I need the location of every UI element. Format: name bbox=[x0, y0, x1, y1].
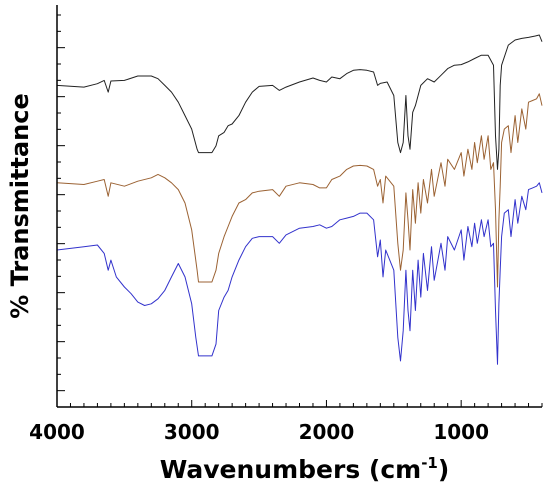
x-axis-label: Wavenumbers (cm-1) bbox=[160, 454, 450, 484]
spectrum-series-line-3 bbox=[56, 182, 543, 365]
spectrum-series-line-1 bbox=[56, 34, 543, 170]
x-tick-label: 4000 bbox=[29, 420, 85, 444]
plot-area bbox=[56, 34, 543, 365]
x-tick-label: 2000 bbox=[299, 420, 355, 444]
x-axis-ticks: 4000 3000 2000 1000 bbox=[29, 400, 543, 444]
x-tick-label: 1000 bbox=[433, 420, 489, 444]
y-axis-ticks bbox=[57, 14, 65, 408]
x-tick-label: 3000 bbox=[164, 420, 220, 444]
spectrum-series-line-2 bbox=[56, 93, 543, 288]
y-axis-label: % Transmittance bbox=[6, 93, 34, 319]
axes: 4000 3000 2000 1000 bbox=[29, 5, 543, 444]
